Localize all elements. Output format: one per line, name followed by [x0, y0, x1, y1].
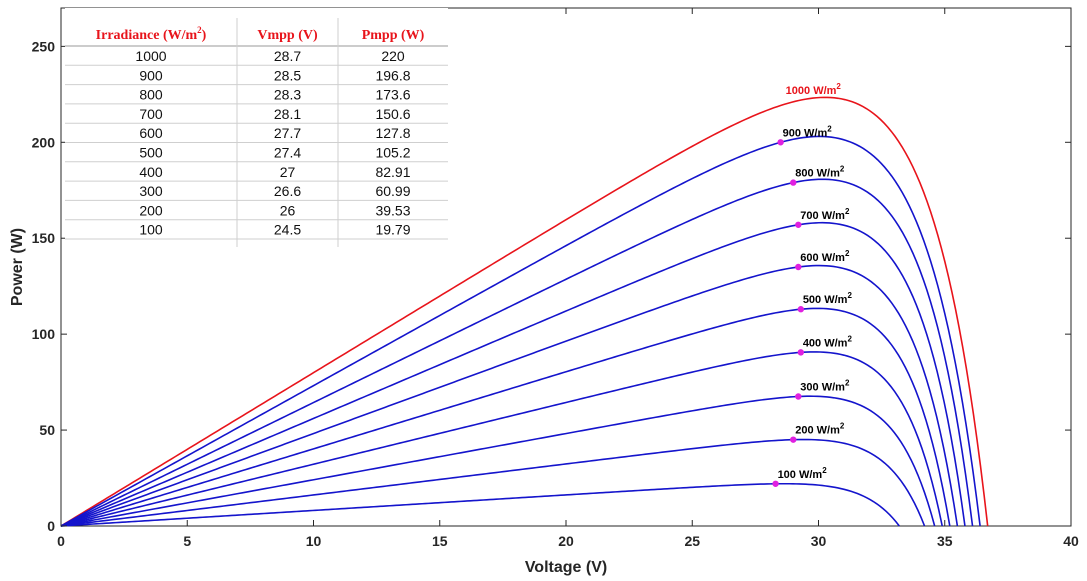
mpp-marker: [797, 349, 805, 356]
table-cell: 173.6: [375, 87, 410, 103]
table-cell: 800: [139, 87, 163, 103]
mpp-marker: [797, 306, 805, 313]
table-cell: 150.6: [375, 106, 410, 122]
x-ticks: 0 5 10 15 20 25 30 35 40: [57, 8, 1079, 549]
y-tick-label: 50: [39, 422, 55, 438]
table-cell: 27: [280, 164, 296, 180]
table-cell: 19.79: [375, 222, 410, 238]
curve-labels: 1000 W/m2 900 W/m2 800 W/m2 700 W/m2 600 W/m…: [778, 82, 853, 481]
table-cell: 600: [139, 125, 163, 141]
series-label: 600 W/m2: [800, 249, 850, 264]
series-label: 900 W/m2: [783, 124, 833, 139]
x-tick-label: 40: [1063, 533, 1079, 549]
table-cell: 60.99: [375, 183, 410, 199]
table-header: Irradiance (W/m2): [96, 25, 207, 43]
series-label: 200 W/m2: [795, 422, 845, 437]
series-label: 100 W/m2: [778, 466, 828, 481]
table-cell: 127.8: [375, 125, 410, 141]
series-curve: [60, 351, 944, 527]
series-label: 500 W/m2: [803, 291, 853, 306]
table-cell: 1000: [135, 48, 166, 64]
table-cell: 500: [139, 145, 163, 161]
series-label: 400 W/m2: [803, 334, 853, 349]
table-cell: 28.7: [274, 48, 301, 64]
y-tick-label: 250: [32, 38, 56, 54]
y-tick-label: 150: [32, 230, 56, 246]
mpp-table: Irradiance (W/m2) Vmpp (V) Pmpp (W) 1000 28.…: [65, 8, 448, 276]
table-cell: 400: [139, 164, 163, 180]
table-cell: 27.7: [274, 125, 301, 141]
table-cell: 28.3: [274, 87, 301, 103]
x-tick-label: 20: [558, 533, 574, 549]
x-tick-label: 35: [937, 533, 953, 549]
series-curve: [60, 178, 974, 527]
mpp-marker: [790, 436, 797, 443]
x-tick-label: 5: [183, 533, 191, 549]
mpp-markers: [772, 139, 805, 487]
series-label: 1000 W/m2: [786, 82, 842, 97]
x-tick-label: 15: [432, 533, 448, 549]
x-tick-label: 0: [57, 533, 65, 549]
table-cell: 300: [139, 183, 163, 199]
table-cell: 82.91: [375, 164, 410, 180]
table-cell: 220: [381, 48, 405, 64]
y-tick-label: 0: [47, 518, 55, 534]
x-axis-label: Voltage (V): [525, 559, 607, 576]
x-tick-label: 10: [306, 533, 322, 549]
mpp-marker: [772, 480, 779, 487]
table-cell: 105.2: [375, 145, 410, 161]
series-curve: [60, 96, 989, 527]
series-label: 300 W/m2: [800, 379, 850, 394]
table-cell: 900: [139, 67, 163, 83]
series-curve: [60, 135, 981, 527]
y-ticks: 0 50 100 150 200 250: [32, 38, 1071, 534]
table-cell: 27.4: [274, 145, 301, 161]
series-label: 800 W/m2: [795, 165, 845, 180]
table-cell: 28.5: [274, 67, 301, 83]
mpp-marker: [777, 139, 784, 146]
series-label: 700 W/m2: [800, 207, 850, 222]
y-tick-label: 100: [32, 326, 56, 342]
table-header: Vmpp (V): [257, 28, 318, 43]
table-cell: 196.8: [375, 67, 410, 83]
table-cell: 26: [280, 202, 296, 218]
series-curve: [60, 395, 936, 527]
mpp-marker: [795, 221, 802, 228]
series-curve: [60, 264, 959, 527]
table-cell: 700: [139, 106, 163, 122]
series-curve: [60, 438, 926, 527]
series-curve: [60, 482, 900, 527]
x-tick-label: 30: [811, 533, 827, 549]
y-axis-label: Power (W): [9, 228, 26, 306]
table-cell: 28.1: [274, 106, 301, 122]
table-cell: 26.6: [274, 183, 301, 199]
y-tick-label: 200: [32, 134, 56, 150]
table-cell: 100: [139, 222, 163, 238]
mpp-marker: [795, 263, 802, 271]
x-tick-label: 25: [684, 533, 700, 549]
table-cell: 200: [139, 202, 163, 218]
table-cell: 24.5: [274, 222, 301, 238]
mpp-marker: [795, 393, 802, 400]
plot-area: 1000 W/m2 900 W/m2 800 W/m2 700 W/m2 600 W/m…: [32, 7, 1079, 549]
mpp-marker: [790, 179, 797, 186]
table-cell: 39.53: [375, 202, 410, 218]
table-header: Pmpp (W): [362, 28, 425, 43]
series-curve: [60, 221, 966, 527]
